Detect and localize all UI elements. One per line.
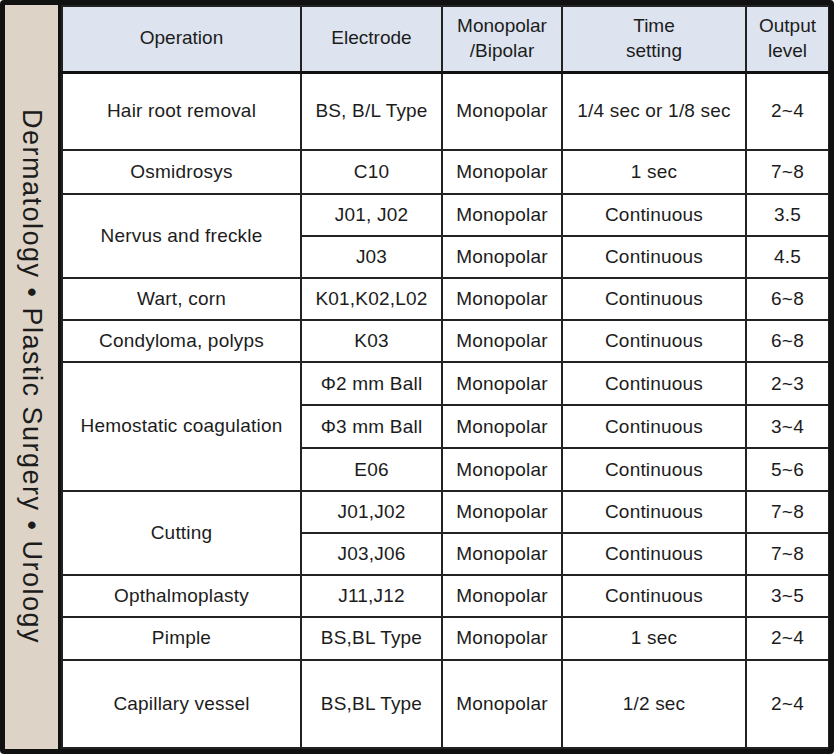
cell-electrode: BS, B/L Type (301, 72, 442, 150)
cell-operation: Opthalmoplasty (62, 575, 301, 617)
table-row: Condyloma, polyps K03 Monopolar Continuo… (62, 320, 829, 362)
cell-output: 7~8 (746, 491, 829, 533)
table-row: Nervus and freckle J01, J02 Monopolar Co… (62, 194, 829, 236)
category-sidebar: Dermatology • Plastic Surgery • Urology (5, 5, 58, 749)
cell-electrode: J03 (301, 236, 442, 278)
cell-mode: Monopolar (442, 320, 562, 362)
col-header-electrode: Electrode (301, 6, 442, 72)
cell-time: Continuous (562, 448, 746, 490)
cell-time: Continuous (562, 405, 746, 448)
cell-output: 7~8 (746, 533, 829, 575)
cell-time: Continuous (562, 236, 746, 278)
cell-operation: Capillary vessel (62, 660, 301, 748)
cell-output: 5~6 (746, 448, 829, 490)
cell-mode: Monopolar (442, 575, 562, 617)
table-row: Hair root removal BS, B/L Type Monopolar… (62, 72, 829, 150)
cell-time: Continuous (562, 533, 746, 575)
cell-output: 2~3 (746, 362, 829, 405)
cell-electrode: J01,J02 (301, 491, 442, 533)
cell-electrode: K01,K02,L02 (301, 278, 442, 320)
cell-output: 4.5 (746, 236, 829, 278)
cell-time: Continuous (562, 194, 746, 236)
cell-output: 7~8 (746, 150, 829, 194)
cell-operation: Hair root removal (62, 72, 301, 150)
cell-time: Continuous (562, 491, 746, 533)
cell-time: 1 sec (562, 617, 746, 660)
cell-electrode: J11,J12 (301, 575, 442, 617)
cell-time: 1 sec (562, 150, 746, 194)
table-row: Capillary vessel BS,BL Type Monopolar 1/… (62, 660, 829, 748)
cell-mode: Monopolar (442, 617, 562, 660)
cell-output: 6~8 (746, 320, 829, 362)
cell-operation: Hemostatic coagulation (62, 362, 301, 490)
cell-mode: Monopolar (442, 405, 562, 448)
col-header-mode: Monopolar /Bipolar (442, 6, 562, 72)
col-header-time-setting: Time setting (562, 6, 746, 72)
category-label: Dermatology • Plastic Surgery • Urology (16, 109, 47, 644)
cell-operation: Cutting (62, 491, 301, 575)
table-row: Hemostatic coagulation Φ2 mm Ball Monopo… (62, 362, 829, 405)
table-row: Pimple BS,BL Type Monopolar 1 sec 2~4 (62, 617, 829, 660)
cell-output: 6~8 (746, 278, 829, 320)
cell-time: Continuous (562, 575, 746, 617)
cell-electrode: J03,J06 (301, 533, 442, 575)
cell-mode: Monopolar (442, 72, 562, 150)
cell-operation: Nervus and freckle (62, 194, 301, 278)
cell-time: 1/2 sec (562, 660, 746, 748)
cell-operation: Wart, corn (62, 278, 301, 320)
cell-output: 3~5 (746, 575, 829, 617)
table-row: Opthalmoplasty J11,J12 Monopolar Continu… (62, 575, 829, 617)
cell-operation: Condyloma, polyps (62, 320, 301, 362)
cell-mode: Monopolar (442, 278, 562, 320)
settings-table: Operation Electrode Monopolar /Bipolar T… (61, 5, 830, 749)
cell-electrode: J01, J02 (301, 194, 442, 236)
cell-operation: Pimple (62, 617, 301, 660)
table-row: Wart, corn K01,K02,L02 Monopolar Continu… (62, 278, 829, 320)
cell-operation: Osmidrosys (62, 150, 301, 194)
cell-electrode: Φ3 mm Ball (301, 405, 442, 448)
cell-output: 3.5 (746, 194, 829, 236)
cell-mode: Monopolar (442, 362, 562, 405)
header-row: Operation Electrode Monopolar /Bipolar T… (62, 6, 829, 72)
cell-output: 2~4 (746, 660, 829, 748)
cell-electrode: C10 (301, 150, 442, 194)
manual-page: Dermatology • Plastic Surgery • Urology … (0, 0, 834, 754)
col-header-operation: Operation (62, 6, 301, 72)
cell-electrode: E06 (301, 448, 442, 490)
cell-time: Continuous (562, 362, 746, 405)
cell-output: 2~4 (746, 72, 829, 150)
cell-time: Continuous (562, 320, 746, 362)
cell-output: 2~4 (746, 617, 829, 660)
cell-electrode: BS,BL Type (301, 617, 442, 660)
settings-table-wrap: Operation Electrode Monopolar /Bipolar T… (58, 5, 830, 749)
col-header-output-level: Output level (746, 6, 829, 72)
cell-mode: Monopolar (442, 491, 562, 533)
cell-electrode: K03 (301, 320, 442, 362)
cell-mode: Monopolar (442, 150, 562, 194)
table-row: Osmidrosys C10 Monopolar 1 sec 7~8 (62, 150, 829, 194)
cell-time: Continuous (562, 278, 746, 320)
cell-electrode: Φ2 mm Ball (301, 362, 442, 405)
cell-output: 3~4 (746, 405, 829, 448)
cell-time: 1/4 sec or 1/8 sec (562, 72, 746, 150)
cell-mode: Monopolar (442, 194, 562, 236)
cell-mode: Monopolar (442, 236, 562, 278)
cell-electrode: BS,BL Type (301, 660, 442, 748)
cell-mode: Monopolar (442, 448, 562, 490)
cell-mode: Monopolar (442, 533, 562, 575)
cell-mode: Monopolar (442, 660, 562, 748)
table-row: Cutting J01,J02 Monopolar Continuous 7~8 (62, 491, 829, 533)
